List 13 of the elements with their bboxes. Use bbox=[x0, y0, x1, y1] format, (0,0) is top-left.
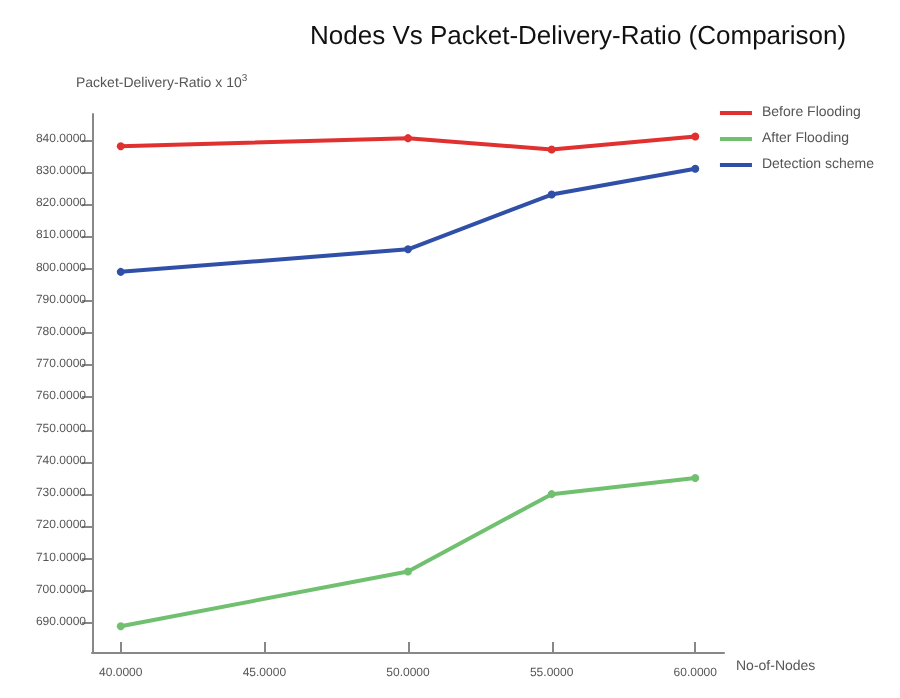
point bbox=[404, 567, 412, 576]
point bbox=[404, 134, 412, 143]
point bbox=[547, 190, 556, 199]
point bbox=[691, 132, 700, 141]
point bbox=[547, 490, 556, 499]
point bbox=[116, 267, 125, 276]
point bbox=[404, 245, 412, 254]
point bbox=[116, 622, 125, 631]
point bbox=[691, 474, 700, 483]
chart-title: Nodes Vs Packet-Delivery-Ratio (Comparison) bbox=[310, 20, 847, 50]
point bbox=[547, 145, 556, 154]
point bbox=[691, 164, 700, 173]
point bbox=[116, 142, 125, 151]
